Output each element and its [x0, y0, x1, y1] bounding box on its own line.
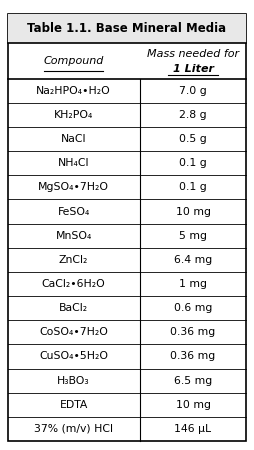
Text: CuSO₄•5H₂O: CuSO₄•5H₂O	[39, 351, 108, 361]
Text: 1 Liter: 1 Liter	[172, 63, 214, 74]
Text: 0.6 mg: 0.6 mg	[174, 303, 212, 313]
Text: 7.0 g: 7.0 g	[179, 86, 207, 96]
Text: CoSO₄•7H₂O: CoSO₄•7H₂O	[39, 327, 108, 338]
Text: NH₄Cl: NH₄Cl	[58, 158, 89, 168]
Text: 1 mg: 1 mg	[179, 279, 207, 289]
Text: Compound: Compound	[43, 56, 104, 66]
Text: 6.4 mg: 6.4 mg	[174, 255, 212, 265]
Text: MgSO₄•7H₂O: MgSO₄•7H₂O	[38, 182, 109, 193]
Text: ZnCl₂: ZnCl₂	[59, 255, 88, 265]
Text: Table 1.1. Base Mineral Media: Table 1.1. Base Mineral Media	[27, 22, 227, 35]
Text: 6.5 mg: 6.5 mg	[174, 376, 212, 386]
Text: H₃BO₃: H₃BO₃	[57, 376, 90, 386]
Text: 0.36 mg: 0.36 mg	[170, 351, 216, 361]
Text: BaCl₂: BaCl₂	[59, 303, 88, 313]
Text: EDTA: EDTA	[59, 400, 88, 410]
Text: 2.8 g: 2.8 g	[179, 110, 207, 120]
Text: 5 mg: 5 mg	[179, 231, 207, 241]
Text: 10 mg: 10 mg	[176, 400, 211, 410]
Text: 0.1 g: 0.1 g	[179, 182, 207, 193]
Text: 146 μL: 146 μL	[174, 424, 212, 434]
Text: NaCl: NaCl	[61, 134, 86, 144]
Text: MnSO₄: MnSO₄	[55, 231, 92, 241]
Text: 10 mg: 10 mg	[176, 207, 211, 216]
Text: 0.36 mg: 0.36 mg	[170, 327, 216, 338]
Text: KH₂PO₄: KH₂PO₄	[54, 110, 93, 120]
Bar	[8, 14, 246, 43]
Text: 37% (m/v) HCl: 37% (m/v) HCl	[34, 424, 113, 434]
Text: Na₂HPO₄•H₂O: Na₂HPO₄•H₂O	[36, 86, 111, 96]
Text: 0.5 g: 0.5 g	[179, 134, 207, 144]
Text: Mass needed for: Mass needed for	[147, 49, 239, 58]
Text: 0.1 g: 0.1 g	[179, 158, 207, 168]
Text: CaCl₂•6H₂O: CaCl₂•6H₂O	[42, 279, 105, 289]
Text: FeSO₄: FeSO₄	[57, 207, 90, 216]
